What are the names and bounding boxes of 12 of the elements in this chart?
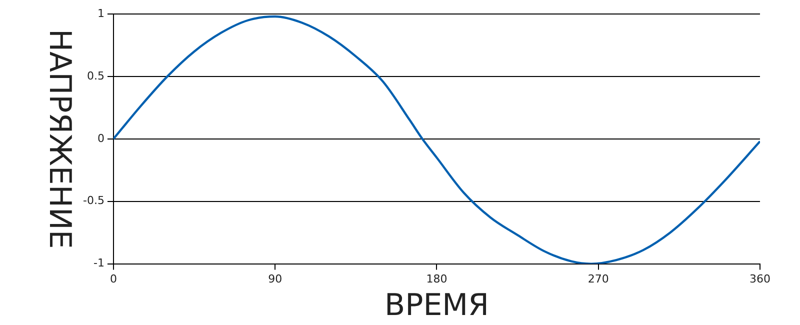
x-tick-label: 360	[750, 272, 770, 286]
y-tick-label: 0.5	[86, 69, 104, 82]
y-tick-label: 1	[97, 6, 104, 20]
x-tick-label: 90	[268, 272, 282, 286]
x-tick-label: 180	[426, 272, 448, 286]
x-tick-label: 0	[110, 272, 117, 286]
y-tick-label: -0.5	[82, 194, 104, 208]
y-tick-label: 0	[97, 132, 104, 145]
x-tick-label: 270	[588, 272, 609, 286]
x-axis-title: ВРЕМЯ	[384, 288, 489, 323]
y-axis-title: НАПРЯЖЕНИЕ	[42, 28, 78, 249]
y-tick-label: -1	[93, 256, 104, 270]
